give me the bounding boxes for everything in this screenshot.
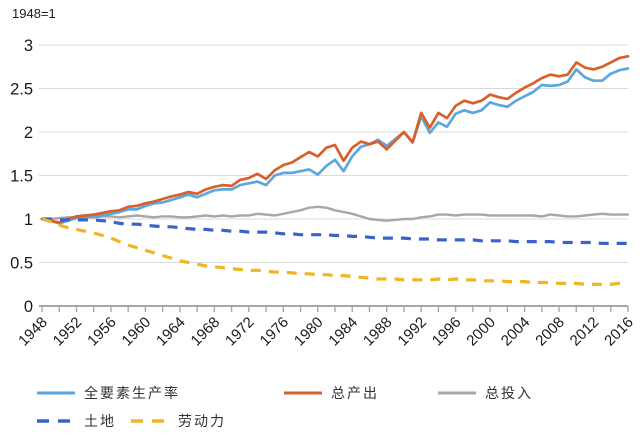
x-tick-label: 1976 [257, 314, 293, 350]
y-tick-label: 3 [24, 37, 33, 55]
x-tick-label: 1980 [291, 314, 327, 350]
x-tick-label: 1996 [429, 314, 465, 350]
input-line [40, 205, 630, 222]
legend-item-labor: 劳动力 [130, 413, 226, 429]
x-tick-label: 1952 [50, 314, 86, 350]
legend-item-tfp: 全要素生产率 [36, 385, 180, 401]
x-tick-label: 2016 [601, 314, 637, 350]
y-tick-label: 0.5 [10, 255, 33, 273]
y-tick-label: 1.5 [10, 168, 33, 186]
x-tick-label: 2008 [532, 314, 568, 350]
legend-item-input: 总投入 [437, 385, 533, 401]
legend-item-output: 总产出 [283, 385, 379, 401]
legend-item-land: 土地 [36, 413, 116, 429]
chart-canvas: 00.511.522.53194819521956196019641968197… [10, 37, 637, 350]
land-legend-swatch-icon [37, 419, 75, 423]
output-line [40, 54, 630, 224]
x-tick-label: 1992 [394, 314, 430, 350]
base-year-note: 1948=1 [12, 6, 56, 21]
x-tick-label: 1948 [15, 314, 51, 350]
x-tick-label: 1984 [325, 314, 361, 350]
x-tick-label: 2000 [463, 314, 499, 350]
y-tick-label: 2.5 [10, 81, 33, 99]
land-line [42, 217, 628, 245]
input-legend-swatch-icon [438, 391, 476, 395]
x-tick-label: 1988 [360, 314, 396, 350]
y-tick-label: 1 [24, 211, 33, 229]
x-tick-label: 1972 [222, 314, 258, 350]
x-tick-label: 1968 [188, 314, 224, 350]
legend-label-output: 总产出 [331, 385, 379, 401]
y-tick-label: 2 [24, 124, 33, 142]
legend-label-land: 土地 [84, 413, 116, 429]
legend-label-labor: 劳动力 [178, 413, 226, 429]
labor-line [41, 217, 628, 286]
tfp-legend-swatch-icon [37, 391, 75, 395]
x-tick-label: 2004 [498, 314, 534, 350]
tfp-line [40, 67, 630, 225]
legend-label-tfp: 全要素生产率 [84, 385, 180, 401]
y-tick-label: 0 [24, 298, 33, 316]
legend-label-input: 总投入 [485, 385, 533, 401]
chart-legend: 全要素生产率 总产出 总投入 土地 劳动力 [0, 376, 640, 446]
x-tick-label: 1964 [153, 314, 189, 350]
output-legend-swatch-icon [284, 391, 322, 395]
x-tick-label: 1956 [84, 314, 120, 350]
x-tick-label: 1960 [119, 314, 155, 350]
x-tick-label: 2012 [567, 314, 603, 350]
labor-legend-swatch-icon [131, 419, 169, 423]
